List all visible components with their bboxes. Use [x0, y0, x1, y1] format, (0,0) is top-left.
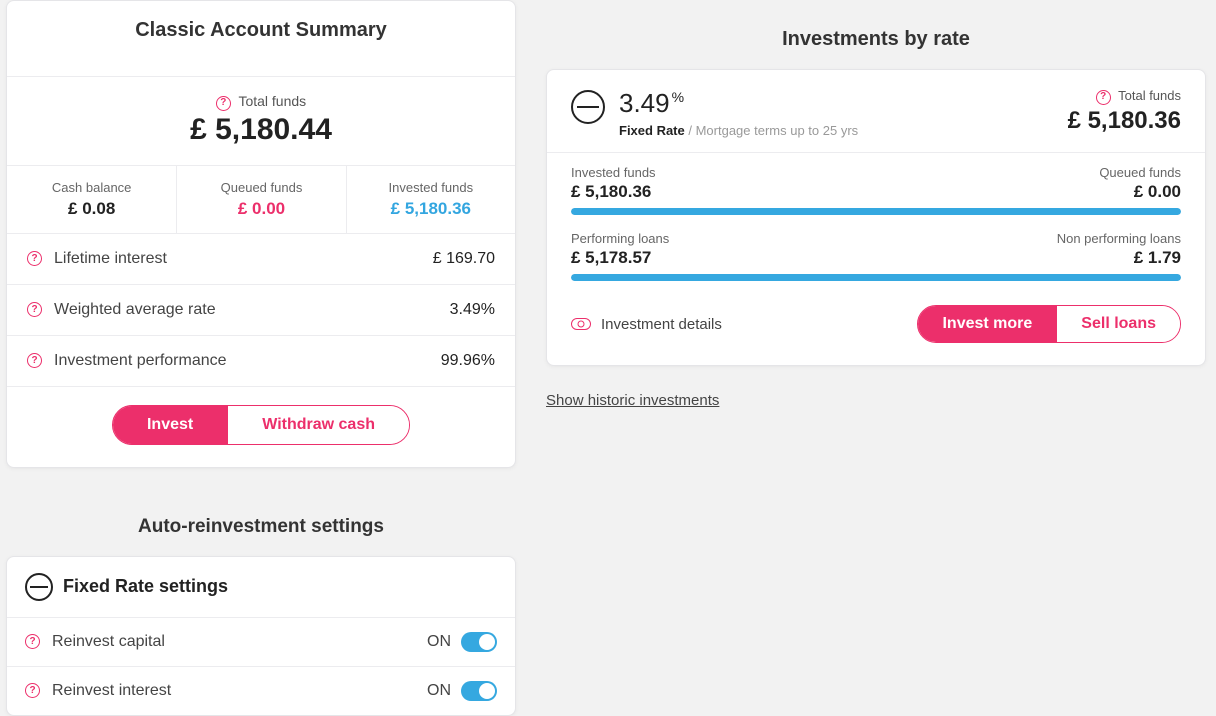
reinvest-capital-row: ? Reinvest capital ON	[7, 618, 515, 667]
rate-actions-row: Investment details Invest more Sell loan…	[547, 285, 1205, 365]
invested-vs-queued-section: Invested funds Queued funds £ 5,180.36 £…	[547, 153, 1205, 219]
total-funds-value: £ 5,180.44	[7, 113, 515, 147]
reinvest-interest-toggle[interactable]	[461, 681, 497, 701]
rate-sep: /	[685, 123, 696, 138]
cash-balance-value: £ 0.08	[7, 199, 176, 219]
auto-reinvest-title: Auto-reinvestment settings	[6, 516, 516, 538]
reinvest-capital-state: ON	[427, 633, 451, 651]
lifetime-interest-label: Lifetime interest	[54, 250, 167, 268]
investment-details-label: Investment details	[601, 316, 722, 333]
invested-vs-queued-bar	[571, 208, 1181, 215]
queued-funds-col: Queued funds £ 0.00	[176, 166, 345, 233]
help-icon[interactable]: ?	[25, 634, 40, 649]
withdraw-cash-button[interactable]: Withdraw cash	[227, 406, 409, 444]
fixed-rate-settings-label: Fixed Rate settings	[63, 576, 228, 597]
auto-reinvest-card: Fixed Rate settings ? Reinvest capital O…	[6, 556, 516, 716]
performing-loans-label: Performing loans	[571, 231, 669, 246]
help-icon[interactable]: ?	[27, 251, 42, 266]
investments-by-rate-title: Investments by rate	[546, 0, 1206, 69]
nonperforming-loans-label: Non performing loans	[1057, 231, 1181, 246]
queued-funds-bar-value: £ 0.00	[1134, 182, 1181, 202]
help-icon[interactable]: ?	[25, 683, 40, 698]
fixed-rate-icon	[571, 90, 605, 124]
invested-funds-bar-value: £ 5,180.36	[571, 182, 651, 202]
help-icon[interactable]: ?	[1096, 90, 1111, 105]
performing-vs-nonperforming-section: Performing loans Non performing loans £ …	[547, 219, 1205, 285]
invested-funds-label: Invested funds	[347, 180, 515, 195]
weighted-avg-rate-value: 3.49%	[450, 301, 495, 319]
reinvest-capital-toggle[interactable]	[461, 632, 497, 652]
show-historic-investments-link[interactable]: Show historic investments	[546, 392, 719, 409]
rate-total-label: ? Total funds	[1068, 88, 1181, 105]
help-icon[interactable]: ?	[27, 353, 42, 368]
help-icon[interactable]: ?	[27, 302, 42, 317]
reinvest-interest-label: Reinvest interest	[52, 682, 171, 700]
eye-icon	[571, 318, 591, 330]
rate-value: 3.49%	[619, 88, 858, 119]
summary-action-pills: Invest Withdraw cash	[112, 405, 410, 445]
queued-funds-label: Queued funds	[177, 180, 345, 195]
invested-funds-bar-label: Invested funds	[571, 165, 656, 180]
total-funds-block: ? Total funds £ 5,180.44	[7, 77, 515, 166]
performing-bar	[571, 274, 1181, 281]
fixed-rate-icon	[25, 573, 53, 601]
rate-total: ? Total funds £ 5,180.36	[1068, 88, 1181, 135]
funds-breakdown: Cash balance £ 0.08 Queued funds £ 0.00 …	[7, 166, 515, 234]
summary-title: Classic Account Summary	[7, 1, 515, 77]
rate-info: 3.49% Fixed Rate / Mortgage terms up to …	[571, 88, 858, 138]
cash-balance-col: Cash balance £ 0.08	[7, 166, 176, 233]
queued-funds-value: £ 0.00	[177, 199, 345, 219]
performing-loans-value: £ 5,178.57	[571, 248, 651, 268]
invest-more-button[interactable]: Invest more	[918, 306, 1056, 342]
rate-desc: Mortgage terms up to 25 yrs	[696, 123, 859, 138]
help-icon[interactable]: ?	[216, 96, 231, 111]
nonperforming-loans-value: £ 1.79	[1134, 248, 1181, 268]
invested-funds-col: Invested funds £ 5,180.36	[346, 166, 515, 233]
investment-details-link[interactable]: Investment details	[571, 316, 722, 333]
performing-bar-fill	[571, 274, 1181, 281]
rate-card: 3.49% Fixed Rate / Mortgage terms up to …	[546, 69, 1206, 366]
rate-total-value: £ 5,180.36	[1068, 107, 1181, 135]
rate-number: 3.49	[619, 88, 670, 118]
investment-performance-label: Investment performance	[54, 352, 227, 370]
lifetime-interest-value: £ 169.70	[433, 250, 495, 268]
queued-funds-bar-label: Queued funds	[1099, 165, 1181, 180]
reinvest-interest-state: ON	[427, 682, 451, 700]
rate-action-pills: Invest more Sell loans	[917, 305, 1181, 343]
invest-button[interactable]: Invest	[113, 406, 227, 444]
weighted-avg-rate-label: Weighted average rate	[54, 301, 216, 319]
investment-performance-value: 99.96%	[441, 352, 495, 370]
rate-subtext: Fixed Rate / Mortgage terms up to 25 yrs	[619, 123, 858, 138]
weighted-avg-rate-row: ? Weighted average rate 3.49%	[7, 285, 515, 336]
reinvest-capital-label: Reinvest capital	[52, 633, 165, 651]
invested-vs-queued-bar-fill	[571, 208, 1181, 215]
rate-suffix: %	[672, 89, 684, 105]
fixed-rate-settings-header: Fixed Rate settings	[7, 557, 515, 618]
reinvest-interest-row: ? Reinvest interest ON	[7, 667, 515, 715]
rate-name: Fixed Rate	[619, 123, 685, 138]
account-summary-card: Classic Account Summary ? Total funds £ …	[6, 0, 516, 468]
total-funds-label-text: Total funds	[238, 93, 306, 109]
sell-loans-button[interactable]: Sell loans	[1056, 306, 1180, 342]
invested-funds-value: £ 5,180.36	[347, 199, 515, 219]
lifetime-interest-row: ? Lifetime interest £ 169.70	[7, 234, 515, 285]
total-funds-label: ? Total funds	[7, 93, 515, 111]
investment-performance-row: ? Investment performance 99.96%	[7, 336, 515, 387]
rate-total-label-text: Total funds	[1118, 88, 1181, 103]
cash-balance-label: Cash balance	[7, 180, 176, 195]
summary-actions: Invest Withdraw cash	[7, 387, 515, 467]
rate-card-header: 3.49% Fixed Rate / Mortgage terms up to …	[547, 70, 1205, 153]
